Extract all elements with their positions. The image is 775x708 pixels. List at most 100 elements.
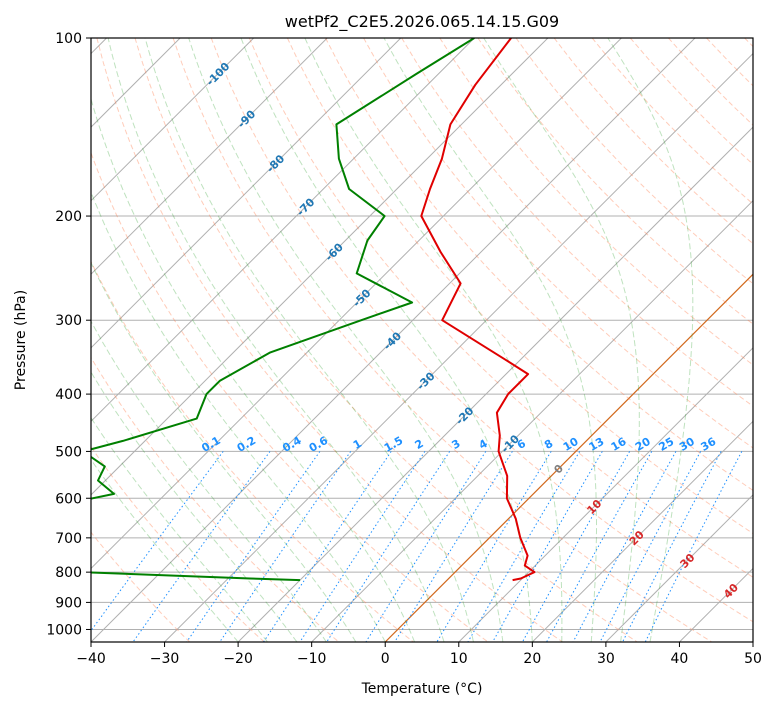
mixing-ratio-line-13 [522,451,631,642]
y-axis-ticks: 100 200 300 400 500 600 700 800 900 1000 [46,31,91,638]
dry-adiabat [591,38,753,205]
dry-adiabat [172,38,713,642]
dry-adiabat [91,531,191,642]
plot-area: 0.1 0.2 0.4 0.6 1 1.5 2 3 4 6 8 10 13 16 20 25 30 36-100-… [91,38,753,642]
isotherm-50 [752,641,753,642]
dry-adiabat [91,356,340,642]
y-tick-label: 100 [55,31,82,47]
isotherm-label: -100 [204,60,233,89]
mixing-ratio-label: 4 [477,437,490,452]
mixing-ratio-line-3 [365,451,487,642]
mixing-ratio-line-30 [622,451,722,642]
dry-adiabat [668,38,753,126]
moist-adiabat [240,38,533,642]
dry-adiabat [96,38,563,642]
line-labels: 0.1 0.2 0.4 0.6 1 1.5 2 3 4 6 8 10 13 16 20 25 30 36-100-… [199,60,741,601]
moist-adiabat [304,38,563,642]
dewpoint-profile [91,38,475,582]
dry-adiabat [553,38,753,245]
mixing-ratio-line-0.4 [186,451,321,642]
plot-frame [90,37,754,643]
x-tick-label: −40 [76,651,106,667]
y-axis-label: Pressure (hPa) [13,290,29,390]
dry-adiabat [477,38,753,325]
moist-adiabat [144,38,474,642]
y-tick-label: 700 [55,531,82,547]
dry-adiabat [515,38,753,285]
mixing-ratio-line-16 [546,451,653,642]
x-tick-label: 20 [523,651,541,667]
moist-adiabat [91,416,268,642]
moist-adiabat [188,38,504,642]
moist-adiabat [91,190,386,642]
y-tick-label: 1000 [46,622,82,638]
mixing-ratio-line-1.5 [299,451,426,642]
isotherm--40 [91,38,696,642]
dry-adiabat [401,38,753,407]
dry-adiabat [91,151,489,642]
x-tick-label: 0 [381,651,390,667]
x-tick-label: 40 [671,651,689,667]
y-tick-label: 900 [55,595,82,611]
mixing-ratio-line-10 [492,451,603,642]
y-tick-label: 300 [55,313,82,329]
mixing-ratio-line-36 [644,451,743,642]
dry-adiabat [91,445,265,642]
mixing-ratio-label: 8 [542,437,555,452]
x-tick-label: 30 [597,651,615,667]
isotherm--90 [91,38,328,275]
mixing-ratio-line-4 [394,451,513,642]
x-tick-label: 50 [744,651,762,667]
isotherm-0 [384,273,753,642]
isotherms [91,38,753,642]
y-tick-label: 600 [55,491,82,507]
dry-adiabat [439,38,753,366]
dry-adiabat [134,38,638,642]
y-tick-label: 400 [55,387,82,403]
mixing-ratio-line-0.6 [219,451,352,642]
mixing-ratio-line-0.1 [91,451,224,632]
dry-adiabat [91,260,414,642]
mixing-ratio-line-6 [436,451,552,642]
chart-title: wetPf2_C2E5.2026.065.14.15.G09 [285,12,559,32]
isotherm--60 [91,38,549,496]
isotherm--50 [91,38,622,570]
dry-adiabat [248,38,753,578]
dry-adiabat [744,38,753,48]
dry-adiabat [210,38,753,623]
mixing-ratio-lines [91,451,743,642]
sounding-profiles [91,38,536,582]
x-tick-label: −30 [150,651,180,667]
mixing-ratio-line-20 [572,451,677,642]
isotherm--100 [91,38,255,202]
dry-adiabats [91,38,753,642]
dry-adiabat [363,38,753,449]
x-tick-label: 10 [450,651,468,667]
moist-adiabat [383,38,597,642]
moist-adiabat [91,458,239,642]
x-axis-label: Temperature (°C) [361,681,483,697]
pressure-gridlines [91,38,753,630]
moist-adiabat [91,371,298,642]
dry-adiabat [706,38,753,87]
mixing-ratio-label: 3 [449,437,462,452]
isotherm-10 [458,347,753,642]
moist-adiabat [91,97,416,642]
moist-adiabat [91,261,357,642]
isotherm--70 [91,38,475,423]
mixing-ratio-line-1 [263,451,392,642]
mixing-ratio-line-2 [326,451,451,642]
y-tick-label: 500 [55,444,82,460]
isotherm-20 [531,420,753,642]
mixing-ratio-line-0.2 [132,451,271,642]
moist-adiabat [607,38,694,642]
moist-adiabat [91,320,327,642]
mixing-ratio-line-25 [599,451,702,642]
x-axis-ticks: −40 −30 −20 −10 0 10 20 30 40 50 [76,642,762,667]
y-tick-label: 800 [55,565,82,581]
x-tick-label: −10 [297,651,327,667]
isotherm--80 [91,38,402,349]
moist-adiabats [91,38,694,642]
isotherm-30 [605,494,753,642]
